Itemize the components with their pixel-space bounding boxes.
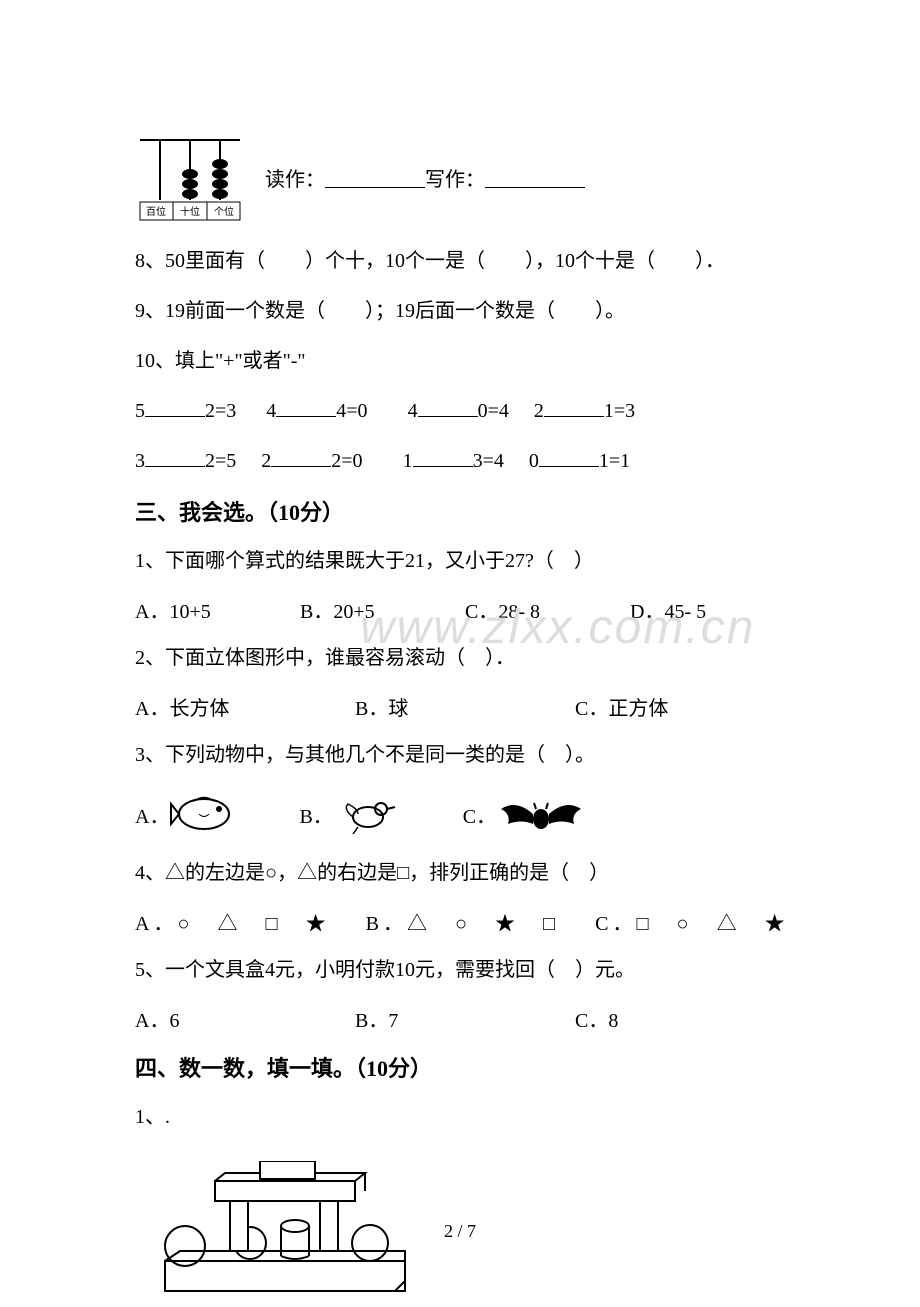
blank <box>413 447 473 467</box>
section3-title: 三、我会选。（10分） <box>135 495 795 527</box>
s3-q4-A: A．○ △ □ ★ <box>135 913 330 935</box>
q10-row2: 3 2=5 2 2=0 1 3=4 0 1=1 <box>135 445 795 477</box>
s3-q2-B: B．球 <box>355 692 575 721</box>
s3-q3-options: A． B． C． <box>135 789 795 839</box>
q10-r1-eqd: 1=3 <box>604 400 635 422</box>
q9-text: 9、19前面一个数是（ ）；19后面一个数是（ ）。 <box>135 295 795 327</box>
s3-q5-A: A．6 <box>135 1004 355 1033</box>
q10-row1: 5 2=3 4 4=0 4 0=4 2 1=3 <box>135 395 795 427</box>
q10-r2-eqa: 2=5 <box>205 450 236 472</box>
q7-write-label: 写作： <box>425 163 485 192</box>
q10-r1-eqb: 4=0 <box>336 400 367 422</box>
q7-read-label: 读作： <box>265 163 325 192</box>
s3-q3-stem: 3、下列动物中，与其他几个不是同一类的是（ ）。 <box>135 739 795 771</box>
s3-q5-stem: 5、一个文具盒4元，小明付款10元，需要找回（ ）元。 <box>135 954 795 986</box>
section4-title: 四、数一数，填一填。（10分） <box>135 1051 795 1083</box>
q10-title: 10、填上"+"或者"-" <box>135 345 795 377</box>
q10-r1-eqc: 0=4 <box>478 400 509 422</box>
s3-q3-B: B． <box>299 789 402 839</box>
svg-text:百位: 百位 <box>146 205 166 218</box>
blank <box>418 397 478 417</box>
s3-q3-C-label: C． <box>463 800 496 829</box>
s3-q1-B: B．20+5 <box>300 595 465 624</box>
q8-text: 8、50里面有（ ）个十，10个一是（ ），10个十是（ ）． <box>135 245 795 277</box>
abacus-icon: 百位 十位 个位 <box>135 130 245 225</box>
q10-r1-a: 5 <box>135 400 145 422</box>
q10-r1-b: 4 <box>266 400 276 422</box>
q10-r2-eqd: 1=1 <box>599 450 630 472</box>
blank <box>145 397 205 417</box>
s3-q4-C: C．□ ○ △ ★ <box>595 913 789 935</box>
blank <box>276 397 336 417</box>
s3-q3-B-label: B． <box>299 800 332 829</box>
page-number: 2 / 7 <box>0 1221 920 1242</box>
fish-icon <box>169 789 239 839</box>
s3-q1-D: D．45- 5 <box>630 595 795 624</box>
s3-q5-options: A．6 B．7 C．8 <box>135 1004 795 1033</box>
s3-q5-C: C．8 <box>575 1004 795 1033</box>
s3-q3-C: C． <box>463 789 586 839</box>
q7-read-blank <box>325 168 425 188</box>
bird-icon <box>333 789 403 839</box>
s3-q2-C: C．正方体 <box>575 692 795 721</box>
s3-q3-A-label: A． <box>135 800 169 829</box>
blank <box>544 397 604 417</box>
svg-text:十位: 十位 <box>180 205 200 218</box>
s3-q2-options: A．长方体 B．球 C．正方体 <box>135 692 795 721</box>
s3-q3-A: A． <box>135 789 239 839</box>
q10-r2-eqc: 3=4 <box>473 450 504 472</box>
q7-abacus-row: 百位 十位 个位 读作： 写作： <box>135 130 795 225</box>
s3-q1-A: A．10+5 <box>135 595 300 624</box>
q7-write-blank <box>485 168 585 188</box>
q10-r1-eqa: 2=3 <box>205 400 236 422</box>
blank <box>145 447 205 467</box>
s3-q1-C: C．28- 8 <box>465 595 630 624</box>
s3-q4-stem: 4、△的左边是○，△的右边是□，排列正确的是（ ） <box>135 857 795 889</box>
q10-r2-b: 2 <box>261 450 271 472</box>
s3-q5-B: B．7 <box>355 1004 575 1033</box>
s3-q4-B: B．△ ○ ★ □ <box>366 913 560 935</box>
blank <box>271 447 331 467</box>
s3-q4-options: A．○ △ □ ★ B．△ ○ ★ □ C．□ ○ △ ★ <box>135 907 795 936</box>
s4-q1: 1、. <box>135 1101 795 1133</box>
q10-r2-c: 1 <box>403 450 413 472</box>
q10-r2-d: 0 <box>529 450 539 472</box>
s3-q2-A: A．长方体 <box>135 692 355 721</box>
bat-icon <box>496 789 586 839</box>
s3-q2-stem: 2、下面立体图形中，谁最容易滚动（ ）． <box>135 642 795 674</box>
q10-r2-eqb: 2=0 <box>331 450 362 472</box>
blank <box>539 447 599 467</box>
q10-r1-d: 2 <box>534 400 544 422</box>
q10-r1-c: 4 <box>408 400 418 422</box>
s3-q1-stem: 1、下面哪个算式的结果既大于21，又小于27?（ ） <box>135 545 795 577</box>
svg-text:个位: 个位 <box>214 205 234 218</box>
q10-r2-a: 3 <box>135 450 145 472</box>
s3-q1-options: A．10+5 B．20+5 C．28- 8 D．45- 5 <box>135 595 795 624</box>
